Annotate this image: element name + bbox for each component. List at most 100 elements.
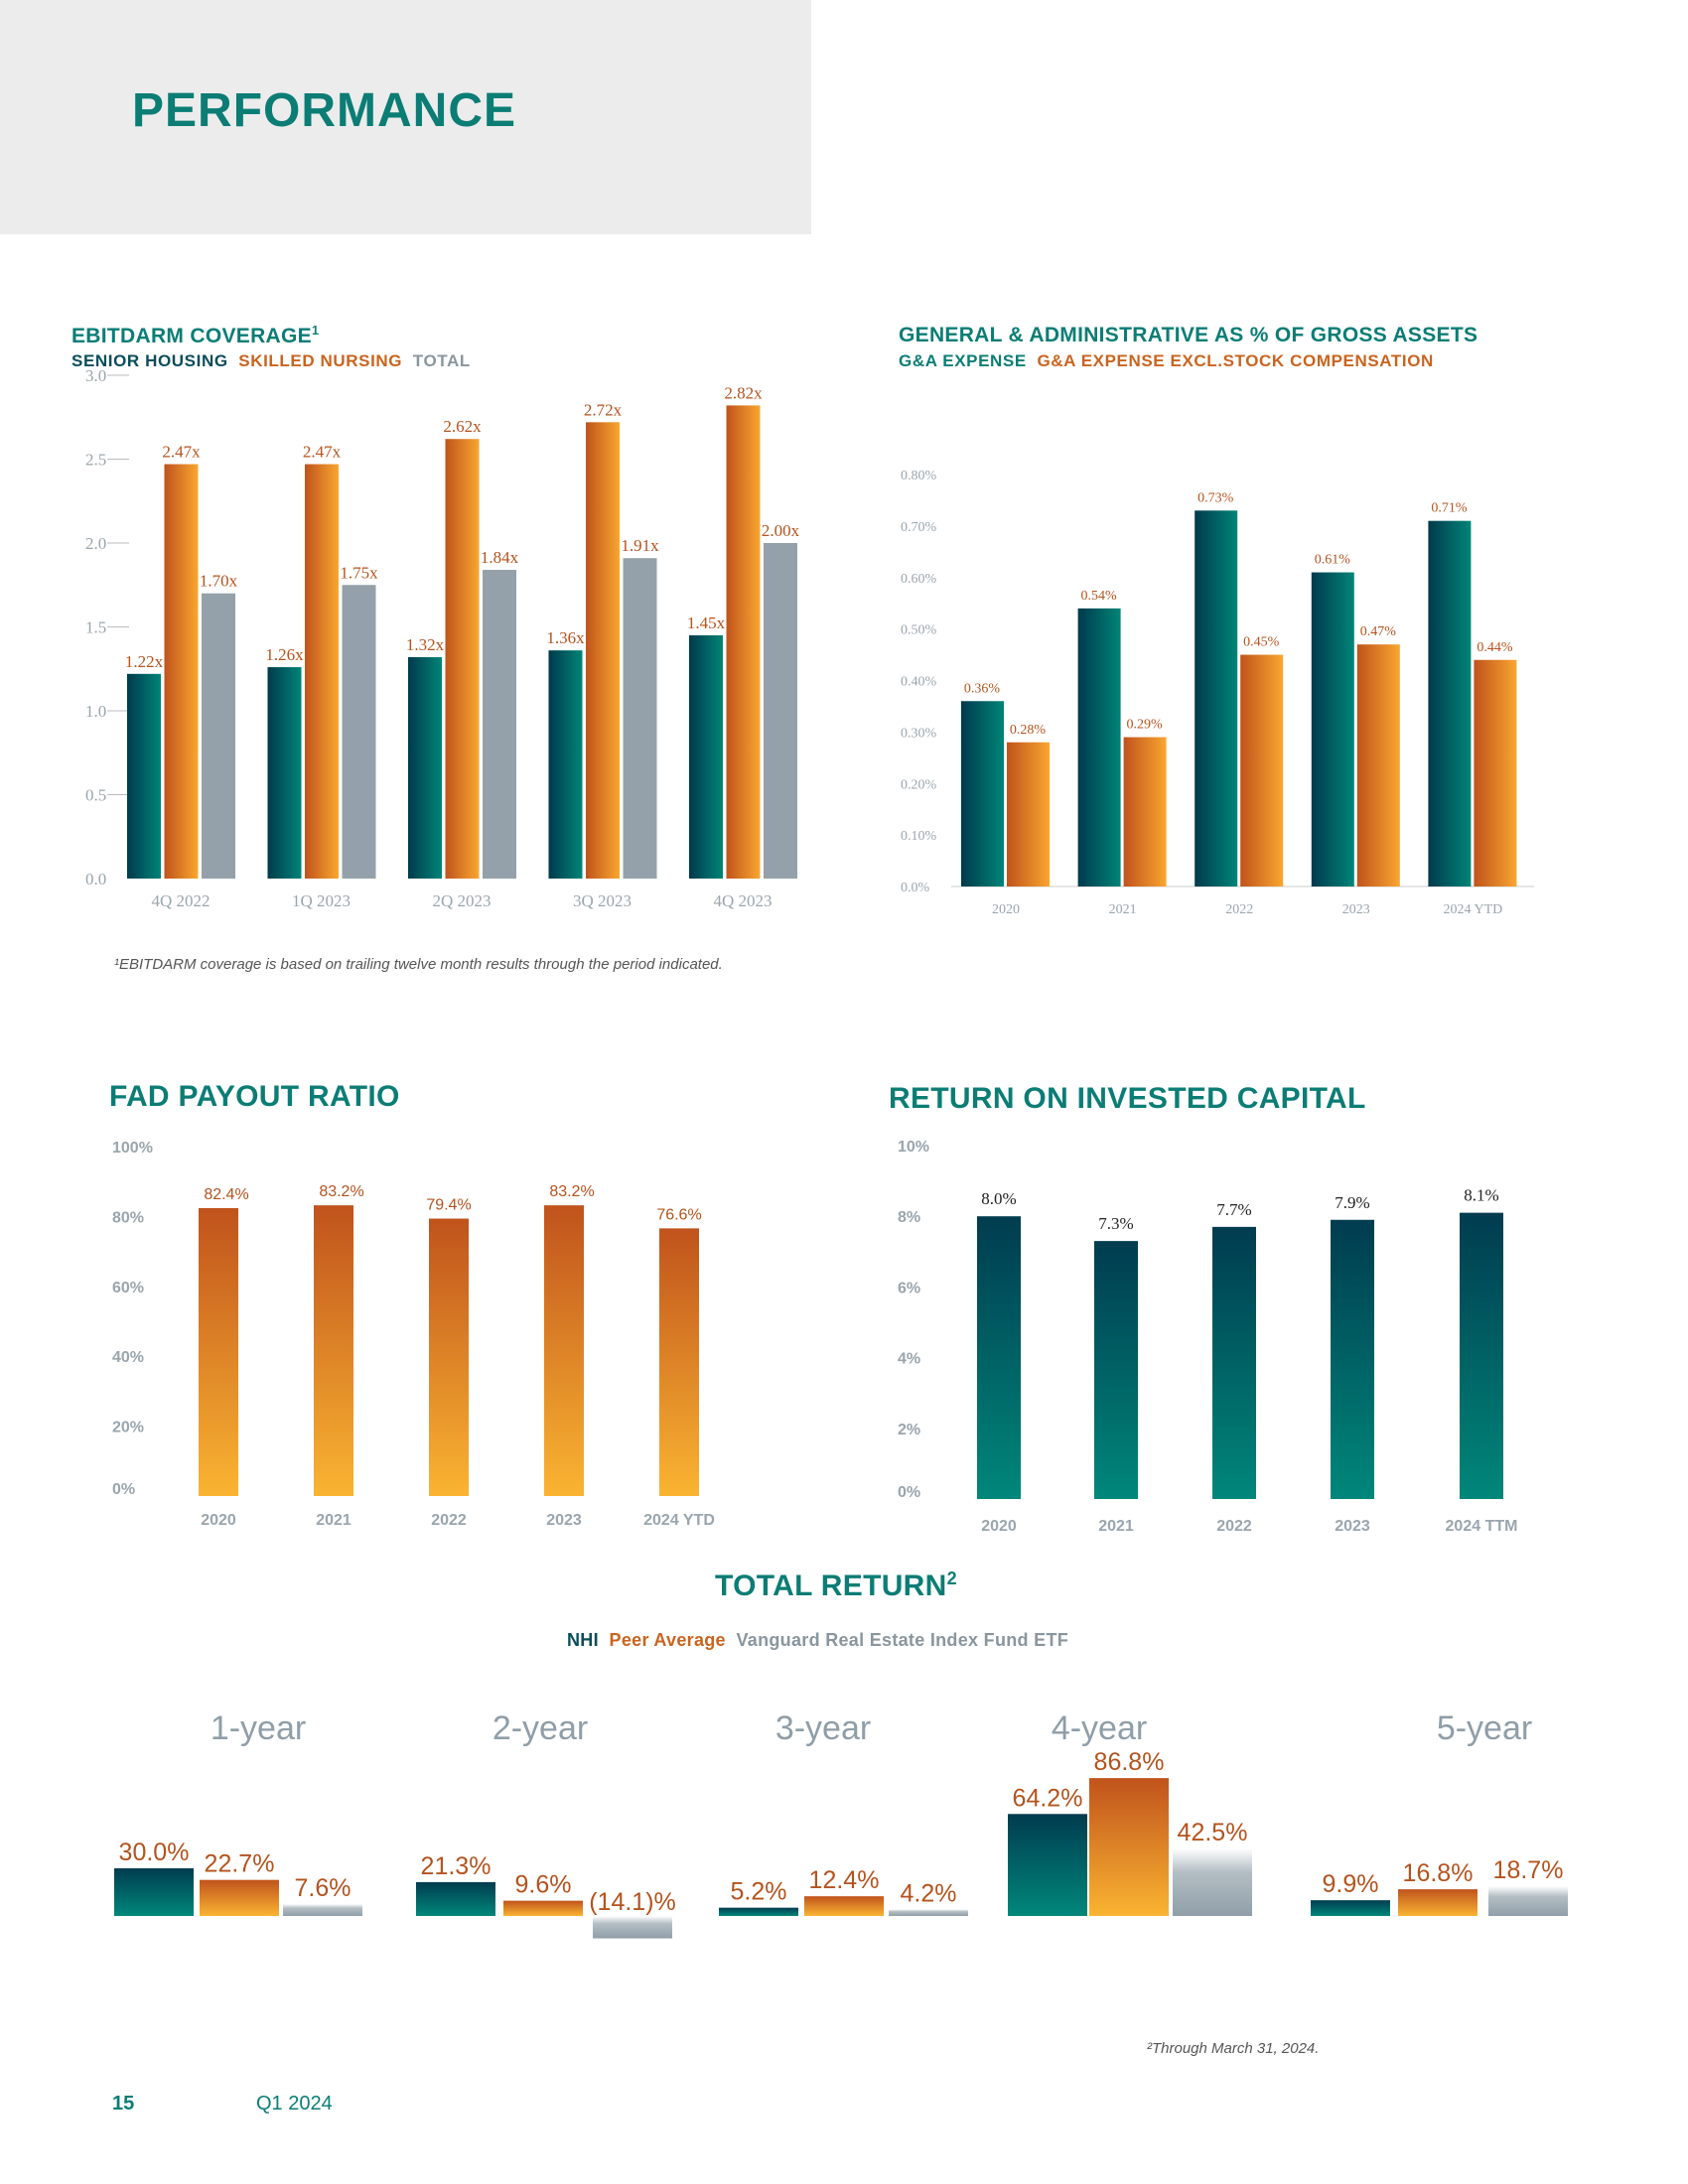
y-tick-label: 0.0 [85, 870, 106, 888]
ebitdarm-legend: SENIOR HOUSING SKILLED NURSING TOTAL [71, 351, 471, 371]
bar-peer-average [804, 1896, 884, 1916]
y-tick-label: 0.50% [901, 623, 937, 638]
data-label: 0.61% [1315, 553, 1351, 568]
data-label: 22.7% [205, 1850, 275, 1878]
bar-ga-excl-stock [1474, 659, 1517, 887]
period-label: 2-year [492, 1709, 588, 1747]
data-label: 0.73% [1197, 490, 1234, 505]
ebitdarm-title-sup: 1 [311, 324, 320, 338]
ga-title: GENERAL & ADMINISTRATIVE AS % OF GROSS A… [899, 324, 1478, 346]
data-label: 79.4% [426, 1197, 471, 1214]
bar-nhi [1008, 1814, 1087, 1916]
data-label: 18.7% [1493, 1856, 1564, 1884]
bar-total [202, 593, 235, 879]
data-label: 0.36% [964, 681, 1001, 696]
data-label: 7.9% [1335, 1193, 1369, 1212]
y-tick-label: 0% [898, 1484, 920, 1501]
x-tick-label: 2022 [431, 1512, 467, 1529]
bar-ga-excl-stock [1356, 644, 1400, 887]
y-tick-label: 0.80% [901, 469, 937, 483]
data-label: 0.71% [1431, 501, 1468, 516]
data-label: 7.3% [1098, 1214, 1133, 1233]
y-tick-label: 80% [112, 1209, 144, 1226]
bar-senior-housing [548, 650, 583, 879]
data-label: 0.29% [1127, 718, 1164, 733]
x-tick-label: 2021 [316, 1512, 352, 1529]
data-label: 2.72x [584, 400, 623, 419]
data-label: 1.22x [125, 652, 164, 671]
y-tick-label: 100% [112, 1140, 153, 1157]
y-tick-label: 0.30% [901, 726, 937, 741]
data-label: 1.26x [265, 645, 304, 664]
x-tick-label: 2021 [1098, 1518, 1134, 1535]
data-label: 2.62x [443, 417, 482, 436]
bar-roic [1331, 1219, 1374, 1499]
data-label: 9.6% [515, 1871, 572, 1899]
x-tick-label: 3Q 2023 [573, 891, 632, 910]
bar-total [764, 543, 797, 879]
bar-vanguard [283, 1903, 362, 1916]
data-label: 4.2% [901, 1879, 957, 1907]
page-number: 15 [112, 2093, 135, 2115]
bar-fad-payout [659, 1228, 699, 1496]
bar-roic [1212, 1226, 1256, 1499]
data-label: 1.84x [481, 548, 519, 567]
bar-skilled-nursing [586, 422, 620, 879]
total-return-title: TOTAL RETURN2 [715, 1569, 957, 1603]
x-tick-label: 2020 [981, 1518, 1017, 1535]
y-tick-label: 6% [898, 1280, 920, 1297]
data-label: 0.28% [1010, 723, 1047, 738]
y-tick-label: 0.0% [901, 881, 930, 895]
bar-fad-payout [199, 1207, 238, 1496]
data-label: 86.8% [1094, 1748, 1165, 1776]
data-label: 2.82x [724, 383, 763, 402]
data-label: 9.9% [1323, 1870, 1379, 1898]
data-label: 21.3% [421, 1852, 492, 1880]
x-tick-label: 2024 TTM [1446, 1518, 1518, 1535]
y-tick-label: 1.5 [85, 618, 106, 637]
ebitdarm-title: EBITDARM COVERAGE1 [71, 324, 319, 348]
data-label: 42.5% [1178, 1819, 1248, 1846]
bar-nhi [416, 1881, 495, 1916]
y-tick-label: 20% [112, 1420, 144, 1436]
bar-vanguard [1488, 1886, 1568, 1916]
bar-peer-average [503, 1900, 583, 1916]
header-band [0, 0, 811, 234]
legend-total: TOTAL [412, 351, 471, 370]
data-label: 2.00x [762, 521, 800, 540]
bar-vanguard [593, 1916, 672, 1939]
bar-ga-excl-stock [1240, 654, 1284, 887]
bar-vanguard [889, 1909, 968, 1916]
data-label: 64.2% [1013, 1784, 1083, 1812]
roic-title: RETURN ON INVESTED CAPITAL [889, 1082, 1366, 1115]
bar-fad-payout [429, 1218, 469, 1496]
total-return-title-sup: 2 [946, 1569, 957, 1588]
x-tick-label: 2023 [1335, 1518, 1370, 1535]
data-label: 8.1% [1464, 1186, 1498, 1205]
y-tick-label: 0.10% [901, 829, 937, 844]
data-label: 16.8% [1403, 1859, 1474, 1887]
legend-nhi: NHI [567, 1630, 599, 1650]
period-label: Q1 2024 [256, 2093, 333, 2115]
page-title: PERFORMANCE [132, 84, 517, 137]
data-label: 1.45x [687, 614, 726, 632]
bar-peer-average [1398, 1889, 1477, 1916]
x-tick-label: 2022 [1225, 902, 1253, 917]
bar-peer-average [200, 1879, 279, 1916]
data-label: 2.47x [303, 443, 342, 462]
y-tick-label: 0% [112, 1481, 135, 1498]
y-tick-label: 0.70% [901, 520, 937, 535]
x-tick-label: 2021 [1109, 902, 1137, 917]
bar-roic [1460, 1212, 1503, 1499]
y-tick-label: 0.20% [901, 777, 937, 792]
total-return-legend: NHI Peer Average Vanguard Real Estate In… [567, 1630, 1068, 1651]
bar-nhi [1311, 1900, 1390, 1916]
data-label: 82.4% [204, 1186, 248, 1203]
y-tick-label: 10% [898, 1139, 929, 1156]
ebitdarm-title-text: EBITDARM COVERAGE [71, 325, 312, 347]
bar-roic [1094, 1241, 1138, 1499]
y-tick-label: 8% [898, 1209, 920, 1226]
bar-ga-expense [1311, 572, 1354, 887]
data-label: 5.2% [731, 1878, 787, 1906]
